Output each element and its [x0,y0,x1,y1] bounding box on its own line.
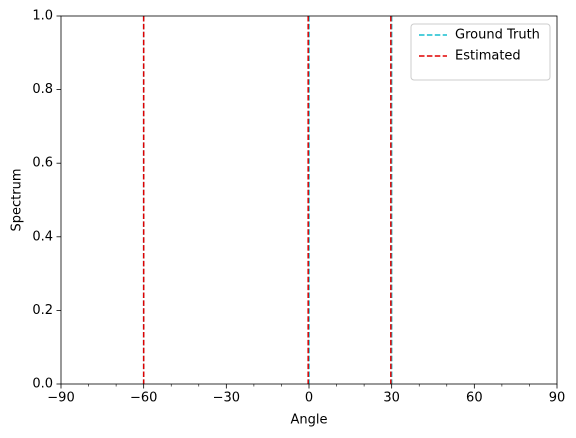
x-axis-label: Angle [291,413,328,428]
x-tick-label: 60 [466,391,483,406]
legend-label: Estimated [455,49,521,64]
x-tick-label: −90 [47,391,74,406]
x-tick-label: −30 [213,391,240,406]
y-tick-label: 0.8 [32,82,53,97]
y-tick-label: 0.6 [32,156,53,171]
y-axis-label: Spectrum [10,169,25,232]
x-tick-label: 90 [549,391,566,406]
legend-label: Ground Truth [455,28,540,43]
plot-frame [60,15,558,385]
y-tick-label: 0.4 [32,229,53,244]
y-tick-label: 0.0 [32,377,53,392]
x-tick-label: 30 [383,391,400,406]
y-tick-label: 1.0 [32,9,53,24]
x-tick-label: 0 [305,391,313,406]
x-tick-label: −60 [130,391,157,406]
legend-box [410,23,551,81]
y-tick-label: 0.2 [32,303,53,318]
